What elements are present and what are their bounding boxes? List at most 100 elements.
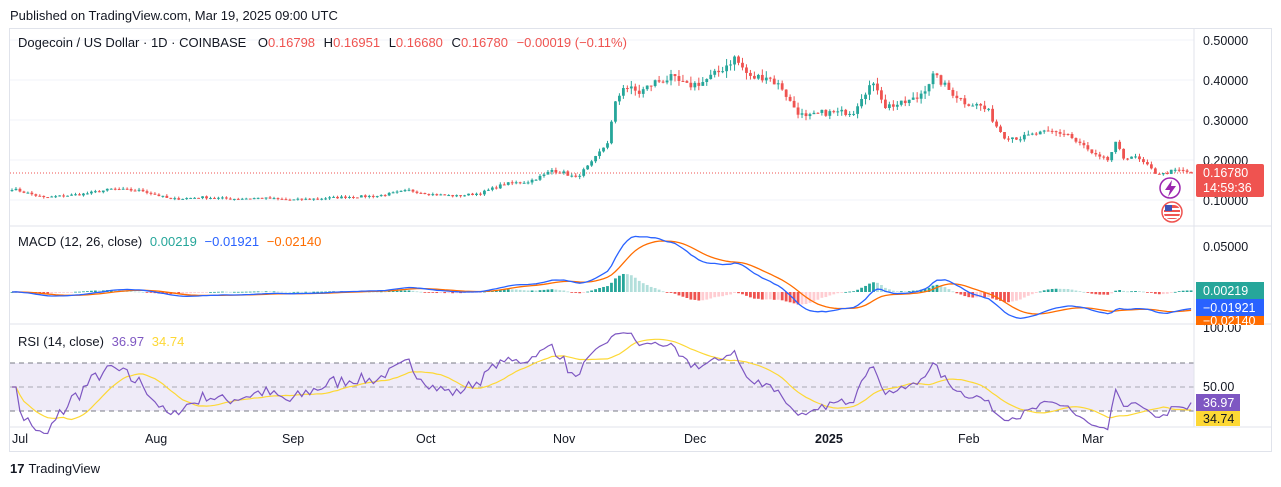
macd-hist-bar	[681, 292, 685, 297]
candle-body	[455, 195, 459, 197]
candle-body	[1018, 139, 1022, 141]
rsi-title[interactable]: RSI (14, close) 36.97 34.74	[18, 334, 184, 349]
candle-body	[1134, 156, 1137, 158]
candle-body	[129, 188, 133, 191]
macd-hist-bar	[1134, 291, 1137, 292]
candle-body	[193, 197, 197, 199]
low-label: L	[389, 35, 396, 50]
macd-hist-bar	[610, 282, 613, 292]
macd-hist-bar	[498, 289, 502, 292]
candle-body	[304, 198, 308, 200]
macd-hist-bar	[133, 291, 137, 293]
us-flag-icon[interactable]	[1161, 201, 1183, 223]
macd-hist-bar	[967, 292, 971, 298]
macd-hist-bar	[494, 290, 498, 292]
macd-hist-bar	[677, 292, 681, 296]
symbol-title[interactable]: Dogecoin / US Dollar · 1D · COINBASE O0.…	[18, 35, 627, 50]
candle-body	[713, 70, 717, 75]
macd-hist-bar	[149, 292, 153, 293]
candle-body	[772, 78, 776, 85]
macd-hist-bar	[618, 275, 621, 292]
candle-body	[1078, 141, 1082, 143]
candle-body	[756, 74, 760, 79]
candle-body	[1153, 168, 1157, 174]
macd-hist-bar	[1149, 292, 1153, 293]
macd-hist-bar	[1030, 292, 1034, 295]
candle-body	[30, 192, 34, 195]
candle-body	[1074, 138, 1078, 142]
macd-hist-bar	[1034, 292, 1038, 293]
macd-hist-bar	[1169, 292, 1173, 293]
macd-hist-bar	[419, 291, 423, 293]
candle-body	[1042, 130, 1046, 132]
candle-body	[375, 196, 379, 198]
rsi-ma-badge-text: 34.74	[1203, 412, 1234, 426]
macd-hist-bar	[1022, 292, 1026, 298]
candle-body	[792, 100, 796, 108]
macd-hist-bar	[518, 289, 522, 292]
tradingview-footer[interactable]: 17 TradingView	[10, 461, 100, 476]
macd-hist-bar	[70, 292, 73, 293]
candle-body	[467, 193, 470, 196]
candle-body	[403, 190, 407, 192]
macd-hist-bar	[570, 292, 574, 293]
candle-body	[312, 198, 316, 200]
macd-hist-bar	[451, 292, 455, 294]
candle-body	[395, 191, 399, 193]
candle-body	[689, 82, 693, 88]
candle-body	[205, 196, 208, 199]
macd-hist-bar	[1138, 291, 1141, 292]
candle-body	[1070, 134, 1074, 139]
macd-hist-bar	[951, 291, 955, 293]
macd-hist-bar	[554, 289, 558, 292]
candle-body	[637, 90, 641, 94]
candle-body	[328, 197, 331, 199]
price-axis[interactable]: 0.50000 0.40000 0.30000 0.20000 0.10000 …	[1203, 34, 1248, 394]
macd-hist-bar	[633, 277, 637, 292]
candle-body	[1030, 133, 1034, 135]
candle-body	[288, 199, 292, 201]
close-label: C	[452, 35, 461, 50]
macd-hist-bar	[895, 291, 899, 293]
candle-body	[38, 195, 42, 197]
macd-hist-bar	[1074, 290, 1078, 292]
macd-hist-bar	[1122, 290, 1125, 292]
candle-body	[951, 89, 955, 96]
lightning-icon[interactable]	[1159, 177, 1181, 199]
macd-hist-bar	[1094, 292, 1098, 295]
macd-hist-bar	[292, 291, 296, 293]
macd-hist-bar	[514, 289, 518, 292]
macd-hist-bar	[54, 292, 58, 294]
macd-hist-bar	[1161, 292, 1165, 295]
chart-frame	[9, 28, 1272, 452]
candle-body	[645, 85, 649, 90]
macd-hist-bar	[213, 291, 216, 293]
macd-value: −0.01921	[205, 234, 260, 249]
macd-hist-bar	[697, 292, 701, 301]
macd-hist-bar	[1189, 290, 1193, 292]
macd-hist-bar	[693, 292, 697, 300]
macd-hist-bar	[760, 292, 764, 300]
candle-body	[352, 197, 355, 199]
macd-hist-bar	[983, 292, 987, 298]
time-tick: Aug	[145, 432, 167, 446]
macd-title[interactable]: MACD (12, 26, close) 0.00219 −0.01921 −0…	[18, 234, 321, 249]
candle-body	[780, 83, 784, 90]
macd-hist-bar	[820, 292, 824, 298]
high-label: H	[324, 35, 333, 50]
macd-hist-bar	[558, 290, 562, 292]
candle-body	[10, 190, 14, 192]
symbol-name: Dogecoin / US Dollar · 1D · COINBASE	[18, 35, 247, 50]
time-axis[interactable]: Jul Aug Sep Oct Nov Dec 2025 Feb Mar	[12, 432, 1104, 446]
macd-hist-bar	[383, 291, 387, 293]
candle-body	[812, 112, 816, 115]
candle-body	[677, 76, 681, 81]
candle-body	[717, 70, 721, 73]
macd-hist-bar	[296, 291, 300, 293]
candle-body	[371, 195, 375, 197]
candle-body	[451, 195, 455, 197]
macd-line	[11, 235, 1192, 320]
candle-body	[721, 71, 725, 73]
countdown-badge-text: 14:59:36	[1203, 181, 1252, 195]
